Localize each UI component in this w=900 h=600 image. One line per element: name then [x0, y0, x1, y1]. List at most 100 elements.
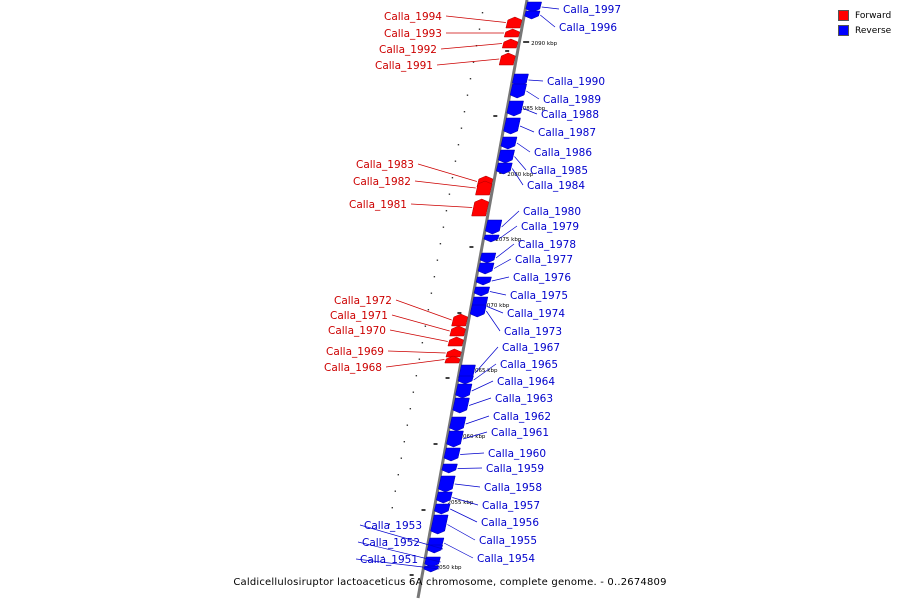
tick-label: 2090 kbp — [531, 41, 557, 47]
label-leader-line — [445, 15, 506, 23]
minor-tick-dot — [412, 391, 415, 393]
minor-tick-dot — [439, 243, 442, 245]
label-leader-line — [452, 497, 479, 506]
gene-label: Calla_1968 — [324, 362, 382, 374]
label-leader-line — [523, 108, 538, 115]
minor-tick-dot — [466, 94, 469, 96]
gene-feature — [500, 136, 518, 150]
label-leader-line — [450, 508, 478, 523]
gene-label: Calla_1985 — [530, 165, 588, 177]
minor-tick-dot — [397, 474, 400, 476]
gene-label: Calla_1969 — [326, 346, 384, 358]
gene-feature — [443, 447, 461, 462]
label-leader-line — [540, 14, 556, 28]
label-leader-line — [355, 558, 440, 570]
gene-feature — [434, 503, 451, 515]
minor-tick-dots — [382, 12, 484, 558]
reverse-swatch — [838, 25, 849, 36]
gene-label: Calla_1978 — [518, 239, 576, 251]
gene-label: Calla_1997 — [563, 4, 621, 16]
tick-label: 2075 kbp — [495, 237, 521, 243]
gene-feature — [525, 1, 542, 13]
label-leader-line — [499, 225, 518, 239]
minor-tick-dot — [421, 342, 424, 344]
label-leader-line — [486, 310, 501, 332]
label-leader-line — [436, 58, 500, 66]
gene-label: Calla_1992 — [379, 44, 437, 56]
gene-label: Calla_1977 — [515, 254, 573, 266]
label-leader-line — [359, 524, 444, 550]
minor-tick-dot — [436, 259, 439, 261]
label-leader-line — [465, 415, 490, 425]
gene-label: Calla_1972 — [334, 295, 392, 307]
gene-label: Calla_1979 — [521, 221, 579, 233]
minor-tick-dot — [460, 127, 463, 129]
gene-feature — [506, 100, 524, 117]
gene-feature — [446, 430, 464, 448]
gene-feature — [449, 325, 466, 337]
legend-forward: Forward — [838, 8, 891, 23]
gene-feature — [503, 28, 521, 38]
gene-label: Calla_1982 — [353, 176, 411, 188]
minor-tick-dot — [433, 276, 436, 278]
gene-label: Calla_1983 — [356, 159, 414, 171]
label-leader-line — [389, 329, 448, 342]
minor-tick-dot — [481, 12, 484, 14]
minor-tick-dot — [385, 540, 387, 542]
gene-label: Calla_1967 — [502, 342, 560, 354]
label-leader-line — [473, 363, 497, 381]
label-leader-line — [541, 6, 560, 10]
label-leader-line — [526, 90, 540, 100]
gene-feature — [509, 83, 527, 99]
label-leader-line — [471, 380, 494, 392]
label-leader-line — [391, 314, 450, 332]
gene-label: Calla_1959 — [486, 463, 544, 475]
gene-label: Calla_1988 — [541, 109, 599, 121]
label-leader-line — [489, 291, 507, 296]
label-leader-line — [454, 483, 481, 488]
gene-label: Calla_1960 — [488, 448, 546, 460]
label-leader-line — [511, 168, 524, 186]
legend-reverse-label: Reverse — [855, 25, 892, 36]
gene-feature — [473, 286, 491, 297]
gene-feature — [483, 234, 500, 243]
gene-feature — [479, 252, 497, 264]
label-leader-line — [528, 79, 544, 82]
label-leader-line — [410, 203, 473, 208]
gene-label: Calla_1955 — [479, 535, 537, 547]
minor-tick-dot — [400, 457, 403, 459]
label-leader-line — [457, 467, 483, 469]
gene-feature — [505, 16, 523, 29]
gene-label: Calla_1963 — [495, 393, 553, 405]
minor-tick-dot — [454, 160, 457, 162]
gene-feature — [477, 262, 495, 275]
gene-feature — [436, 491, 453, 504]
tick-label: 2085 kbp — [519, 106, 545, 112]
label-leader-line — [387, 350, 446, 354]
chromosome-axis — [416, 0, 529, 599]
minor-tick-dot — [418, 358, 421, 360]
gene-label: Calla_1954 — [477, 553, 535, 565]
label-leader-line — [514, 156, 527, 171]
minor-tick-dot — [448, 193, 451, 195]
minor-tick-dot — [457, 144, 460, 146]
minor-tick-dot — [451, 177, 454, 179]
gene-label: Calla_1953 — [364, 520, 422, 532]
label-leader-line — [487, 306, 504, 314]
tick-label: 2070 kbp — [483, 303, 509, 309]
label-leader-line — [519, 125, 535, 133]
minor-tick-dot — [391, 507, 393, 509]
gene-label: Calla_1993 — [384, 28, 442, 40]
tick-label: 2050 kbp — [436, 565, 462, 571]
legend-forward-label: Forward — [855, 10, 892, 21]
gene-feature — [485, 219, 503, 235]
gene-feature — [496, 162, 513, 175]
gene-label: Calla_1961 — [491, 427, 549, 439]
label-leader-line — [462, 431, 488, 440]
gene-label: Calla_1952 — [362, 537, 420, 549]
minor-tick-dot — [469, 78, 472, 80]
gene-label: Calla_1990 — [547, 76, 605, 88]
gene-label: Calla_1974 — [507, 308, 565, 320]
gene-label: Calla_1994 — [384, 11, 442, 23]
